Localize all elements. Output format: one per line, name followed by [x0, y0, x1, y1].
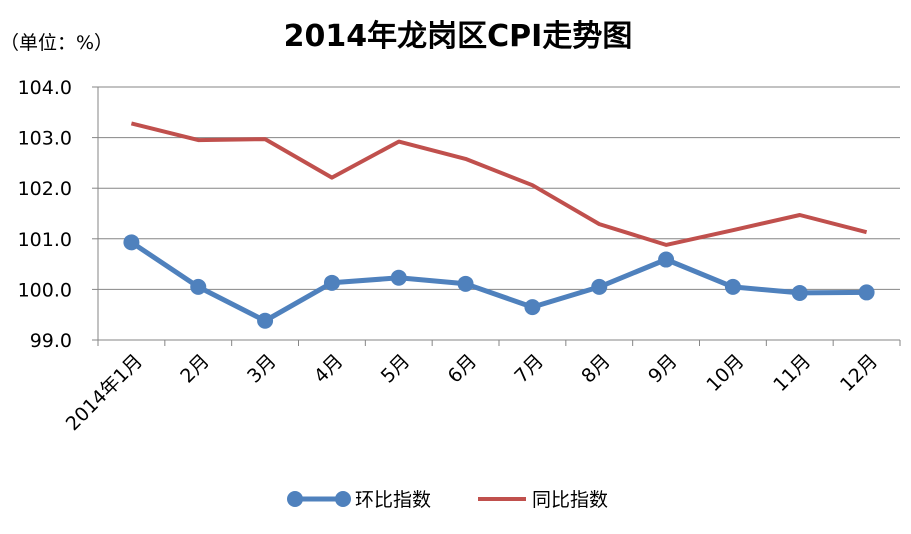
data-point: [791, 284, 808, 301]
legend-marker-0: [335, 491, 351, 507]
x-tick-label: 11月: [769, 350, 815, 396]
y-tick-label: 103.0: [18, 128, 72, 150]
data-point: [724, 278, 741, 295]
x-tick-label: 9月: [644, 350, 682, 388]
unit-label: （单位：%）: [0, 32, 113, 54]
axes: [92, 86, 901, 346]
legend-label-0: 环比指数: [355, 489, 431, 511]
gridlines: [98, 86, 900, 341]
x-tick-label: 8月: [577, 350, 615, 388]
legend: 环比指数 同比指数: [287, 489, 608, 511]
x-axis-tick-labels: 2014年1月 2月 3月 4月 5月 6月 7月 8月 9月 10月 11月 12月: [62, 350, 882, 435]
data-point: [858, 284, 875, 301]
data-point: [591, 278, 608, 295]
legend-label-1: 同比指数: [532, 489, 608, 511]
x-tick-label: 3月: [243, 350, 281, 388]
y-tick-label: 101.0: [18, 229, 72, 251]
data-point: [257, 312, 274, 329]
data-point: [457, 275, 474, 292]
y-tick-label: 102.0: [18, 178, 72, 200]
series-line-1: [130, 121, 868, 247]
data-point: [390, 269, 407, 286]
chart-title: 2014年龙岗区CPI走势图: [284, 19, 633, 54]
y-tick-label: 104.0: [18, 77, 72, 99]
data-point: [123, 234, 140, 251]
x-tick-label: 12月: [836, 350, 882, 396]
data-point: [190, 278, 207, 295]
x-tick-label: 4月: [310, 350, 348, 388]
y-tick-label: 100.0: [18, 279, 72, 301]
data-point: [658, 251, 675, 268]
series-layer: [123, 121, 875, 329]
x-tick-label: 6月: [444, 350, 482, 388]
data-point: [524, 299, 541, 316]
y-axis-tick-labels: 99.0 100.0 101.0 102.0 103.0 104.0: [18, 77, 72, 352]
x-tick-label: 2014年1月: [62, 350, 147, 435]
x-tick-label: 2月: [176, 350, 214, 388]
data-point: [323, 274, 340, 291]
x-tick-label: 5月: [377, 350, 415, 388]
x-tick-label: 7月: [510, 350, 548, 388]
legend-marker-0: [287, 491, 303, 507]
series-line-0: [130, 240, 867, 324]
x-tick-label: 10月: [702, 350, 748, 396]
y-tick-label: 99.0: [30, 330, 72, 352]
